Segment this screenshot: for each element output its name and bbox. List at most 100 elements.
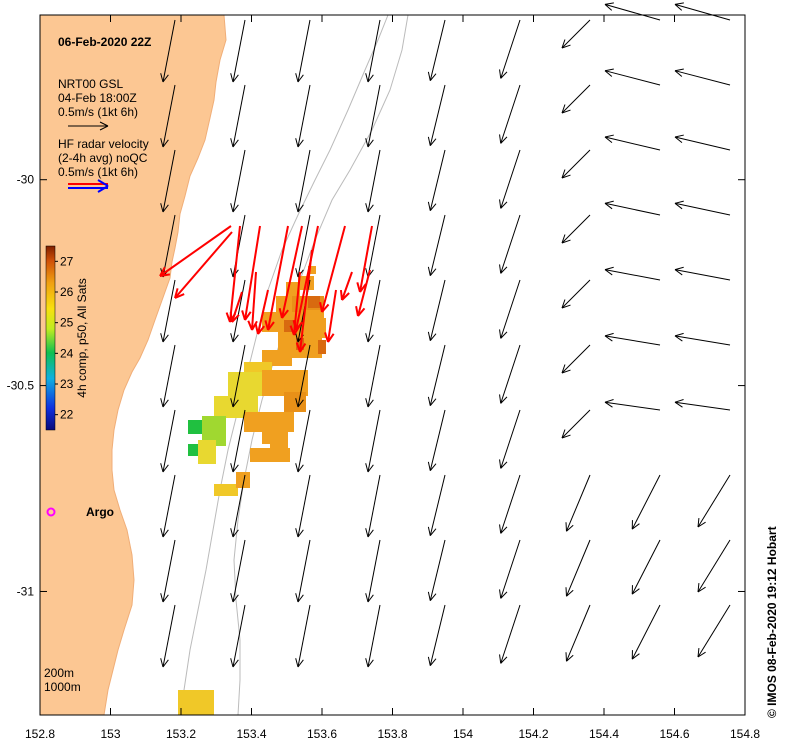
gsl-legend-line1: NRT00 GSL: [58, 77, 123, 91]
colorbar-tick-label: 25: [60, 316, 74, 330]
gsl-arrow: [604, 68, 661, 86]
axis-tick-labels: 152.8 153 153.2 153.4 153.6 153.8 154 154.2 154.…: [7, 173, 761, 741]
gsl-arrow: [674, 200, 731, 216]
y-tick-label: -31: [17, 584, 35, 598]
gsl-arrow: [230, 19, 246, 83]
x-tick-label: 154.2: [518, 727, 548, 741]
gsl-legend-arrow: [68, 121, 109, 131]
hf-radar-arrow: [295, 249, 313, 353]
gsl-arrow: [365, 474, 381, 538]
gsl-arrow: [427, 409, 446, 471]
sst-pixel: [262, 370, 308, 396]
gsl-arrow: [427, 474, 446, 536]
sst-pixel: [284, 320, 294, 332]
gsl-arrow: [295, 539, 311, 603]
y-tick-label: -30.5: [7, 379, 35, 393]
x-tick-label: 153.8: [377, 727, 407, 741]
hf-radar-arrow: [278, 225, 303, 319]
gsl-arrow: [295, 344, 311, 408]
sst-pixel: [228, 372, 264, 396]
colorbar-tick-label: 23: [60, 377, 74, 391]
hf-radar-arrow: [356, 225, 373, 293]
gsl-arrow: [674, 134, 731, 151]
gsl-arrow: [561, 279, 591, 309]
colorbar-tick-label: 27: [60, 254, 74, 268]
gsl-arrow: [160, 19, 176, 83]
x-tick-label: 154.8: [730, 727, 760, 741]
colorbar-tick-label: 22: [60, 408, 74, 422]
x-tick-label: 154: [453, 727, 473, 741]
map-title: 06-Feb-2020 22Z: [58, 35, 151, 49]
coastline-land: [39, 14, 227, 716]
gsl-arrow: [565, 474, 591, 532]
hf-radar-arrow: [254, 289, 269, 335]
hf-radar-arrow: [241, 225, 261, 321]
gsl-arrow: [674, 68, 731, 86]
hf-radar-arrow: [319, 225, 346, 313]
gsl-arrow: [561, 214, 591, 244]
hf-radar-arrow: [339, 271, 353, 301]
x-tick-label: 154.6: [659, 727, 689, 741]
gsl-arrow: [631, 604, 661, 660]
gsl-arrow: [631, 474, 661, 530]
colorbar-title: 4h comp, p50, All Sats: [75, 278, 89, 397]
colorbar-gradient: [45, 245, 56, 431]
gsl-arrow: [674, 2, 731, 21]
gsl-arrow: [230, 474, 246, 538]
gsl-arrow: [427, 604, 446, 666]
gsl-arrow: [230, 409, 246, 473]
gsl-arrow: [160, 474, 176, 538]
gsl-arrow: [604, 398, 661, 411]
gsl-arrow: [604, 2, 661, 21]
gsl-arrow: [697, 539, 731, 593]
hf-legend-arrow: [68, 179, 109, 193]
gsl-arrow: [604, 200, 661, 216]
gsl-arrow: [604, 134, 661, 151]
hf-radar-arrow: [159, 225, 232, 277]
hf-legend: HF radar velocity (2-4h avg) noQC 0.5m/s…: [58, 137, 149, 193]
gsl-arrow: [160, 409, 176, 473]
colorbar-tick-label: 26: [60, 285, 74, 299]
gsl-arrow: [160, 604, 176, 668]
x-tick-label: 153.6: [307, 727, 337, 741]
gsl-arrow: [697, 604, 731, 658]
sst-pixel: [284, 392, 306, 412]
gsl-arrow: [561, 19, 591, 49]
colorbar: 22 23 24 25 26 27 4h comp, p50, All Sats: [45, 245, 89, 431]
sst-pixel: [308, 266, 316, 274]
gsl-arrow: [565, 604, 591, 662]
gsl-arrow: [365, 149, 381, 213]
gsl-arrow: [365, 409, 381, 473]
x-tick-label: 153.2: [166, 727, 196, 741]
gsl-arrow: [499, 149, 521, 209]
gsl-arrow: [674, 398, 731, 411]
hf-radar-arrow: [324, 289, 337, 343]
gsl-arrow: [674, 332, 731, 346]
gsl-arrow: [365, 84, 381, 148]
hf-legend-line2: (2-4h avg) noQC: [58, 151, 148, 165]
sst-pixel: [178, 690, 214, 715]
gsl-legend-line3: 0.5m/s (1kt 6h): [58, 105, 138, 119]
axis-ticks: [39, 15, 746, 715]
gsl-arrow: [499, 84, 521, 144]
hf-radar-arrow: [355, 269, 371, 317]
gsl-arrow: [230, 84, 246, 148]
gsl-arrow: [427, 539, 446, 601]
gsl-arrow: [427, 84, 446, 146]
sst-pixel: [188, 444, 200, 456]
sst-pixel: [214, 484, 238, 496]
depth-legend: 200m 1000m: [44, 666, 81, 694]
gsl-arrow: [365, 344, 381, 408]
gsl-arrow: [674, 266, 731, 281]
gsl-arrow: [230, 344, 246, 408]
x-tick-label: 152.8: [25, 727, 55, 741]
gsl-arrow: [499, 539, 521, 599]
sst-pixel: [244, 412, 294, 432]
sst-pixel: [270, 440, 288, 460]
gsl-arrow: [499, 19, 521, 79]
gsl-arrow: [295, 604, 311, 668]
gsl-legend: NRT00 GSL 04-Feb 18:00Z 0.5m/s (1kt 6h): [58, 77, 138, 131]
depth-legend-200m: 200m: [44, 666, 74, 680]
gsl-arrow: [365, 539, 381, 603]
